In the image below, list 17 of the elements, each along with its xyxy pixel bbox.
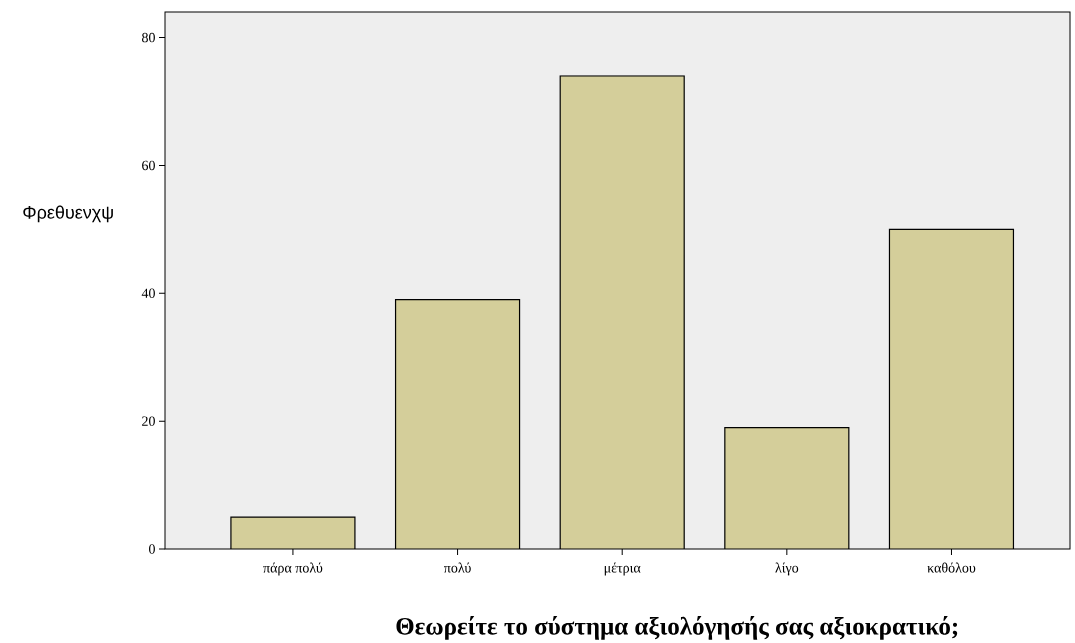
y-tick-label: 40 bbox=[141, 288, 155, 298]
x-tick-label: λίγο bbox=[775, 562, 799, 576]
y-tick-label: 0 bbox=[149, 544, 155, 554]
bar bbox=[888, 228, 1015, 549]
y-tick-label: 60 bbox=[142, 160, 155, 171]
x-tick-label: πολύ bbox=[443, 562, 471, 573]
bar bbox=[559, 75, 685, 549]
y-tick-label: 20 bbox=[142, 416, 155, 426]
y-tick-label: 80 bbox=[142, 32, 155, 43]
x-tick-label: πάρα πολύ bbox=[263, 562, 323, 576]
x-tick-label: καθόλου bbox=[927, 562, 976, 573]
x-tick-label: μέτρια bbox=[604, 562, 641, 576]
y-axis-title: Φρεθυενχψ bbox=[23, 205, 113, 223]
bar bbox=[230, 516, 355, 549]
bar bbox=[724, 426, 850, 549]
x-axis-title: Θεωρείτε το σύστημα αξιολόγησής σας αξιοκρατικό; bbox=[396, 615, 958, 640]
bar bbox=[394, 299, 521, 549]
